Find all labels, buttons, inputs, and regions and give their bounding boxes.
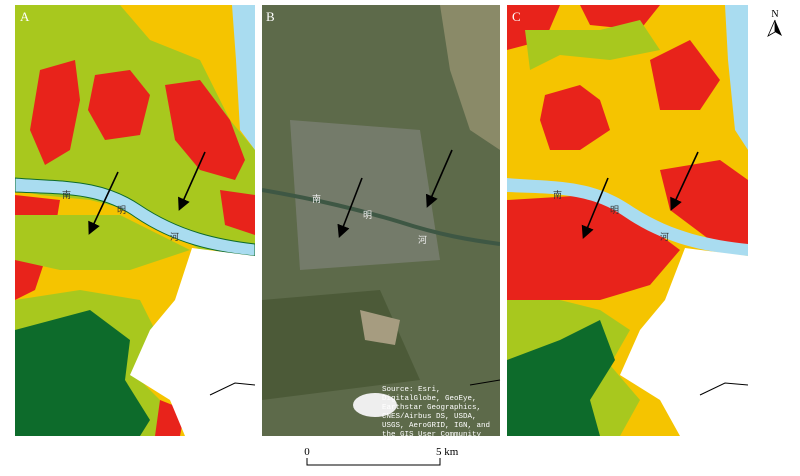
- boundary-line: [699, 382, 749, 396]
- panel-c-map: [507, 5, 748, 436]
- north-arrow: N: [767, 9, 782, 37]
- scale-start: 0: [304, 446, 310, 458]
- scale-bar: 0 5 km: [304, 446, 459, 466]
- river-label: 河: [418, 234, 427, 245]
- river-label: 明: [610, 205, 619, 215]
- river-label: 南: [62, 189, 71, 200]
- boundary-line: [469, 379, 501, 386]
- river-label: 明: [363, 210, 372, 220]
- river-label: 河: [170, 231, 179, 242]
- panel-label: A: [20, 9, 30, 24]
- panel-b-map: [262, 5, 500, 436]
- boundary-line: [209, 382, 256, 396]
- panel-a-map: [15, 5, 255, 436]
- river-label: 南: [553, 189, 562, 200]
- river-label: 南: [312, 193, 321, 204]
- scale-end: 5 km: [436, 446, 459, 458]
- panel-label: B: [266, 9, 275, 24]
- north-label: N: [771, 9, 778, 20]
- river-label: 明: [117, 205, 126, 215]
- panel-label: C: [512, 9, 521, 24]
- river-label: 河: [660, 231, 669, 242]
- source-attribution: Source: Esri, DigitalGlobe, GeoEye, Eart…: [382, 386, 491, 439]
